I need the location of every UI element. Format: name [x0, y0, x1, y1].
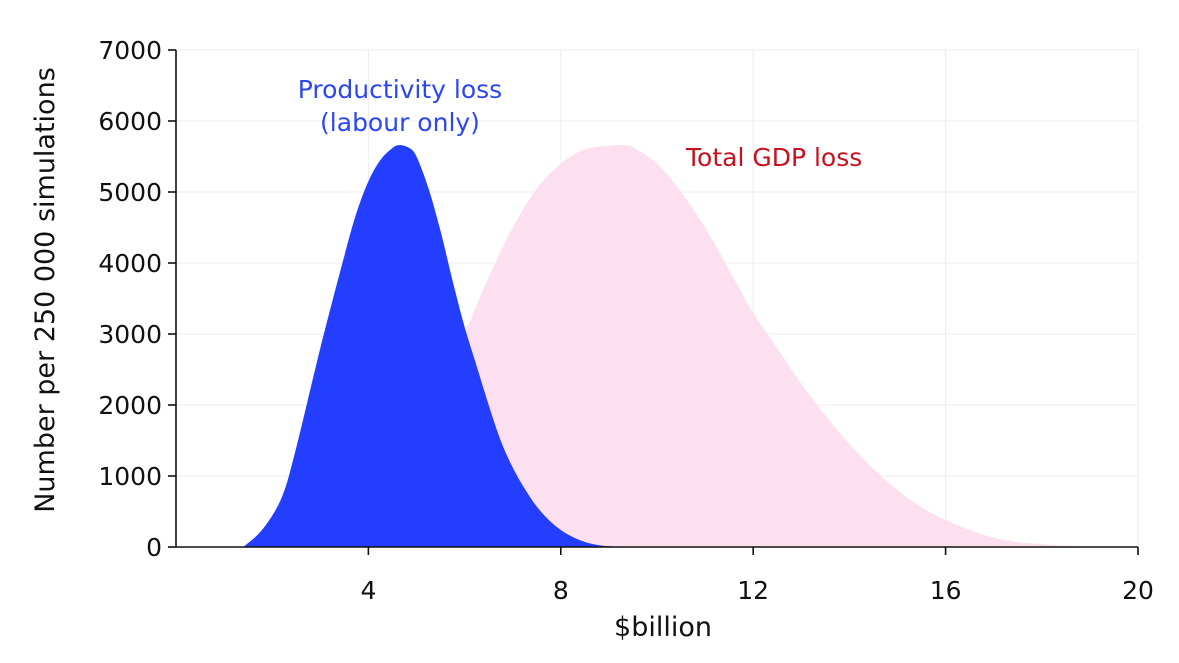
- y-axis-title: Number per 250 000 simulations: [30, 67, 61, 513]
- y-tick-label-2: 2000: [98, 391, 162, 420]
- y-tick-label-1: 1000: [98, 462, 162, 491]
- x-tick-label-4: 20: [1122, 576, 1154, 605]
- axes: [175, 50, 1138, 548]
- x-tick-label-3: 16: [930, 576, 962, 605]
- x-axis-ticks: 4 8 12 16 20: [360, 547, 1154, 605]
- annotation-line: Total GDP loss: [685, 143, 862, 172]
- x-tick-label-0: 4: [360, 576, 376, 605]
- annotation-line: (labour only): [320, 108, 480, 137]
- y-tick-label-5: 5000: [98, 178, 162, 207]
- series-areas: [243, 145, 1114, 547]
- y-tick-label-3: 3000: [98, 320, 162, 349]
- x-axis-title: $billion: [614, 612, 712, 643]
- annotation-total-gdp-loss: Total GDP loss: [685, 143, 862, 172]
- annotation-productivity-loss-labour-only: Productivity loss (labour only): [298, 75, 502, 137]
- y-tick-label-7: 7000: [98, 36, 162, 65]
- series-area-productivity-loss-labour-only: [243, 145, 633, 547]
- series-area-total-gdp-loss: [310, 145, 1114, 547]
- annotation-line: Productivity loss: [298, 75, 502, 104]
- y-tick-label-6: 6000: [98, 107, 162, 136]
- x-tick-label-1: 8: [553, 576, 569, 605]
- y-tick-label-0: 0: [146, 533, 162, 562]
- y-tick-label-4: 4000: [98, 249, 162, 278]
- annotations: Productivity loss (labour only) Total GDP …: [298, 75, 863, 172]
- y-axis-ticks: 0 1000 2000 3000 4000 5000 6000 7000: [98, 36, 176, 562]
- x-tick-label-2: 12: [737, 576, 769, 605]
